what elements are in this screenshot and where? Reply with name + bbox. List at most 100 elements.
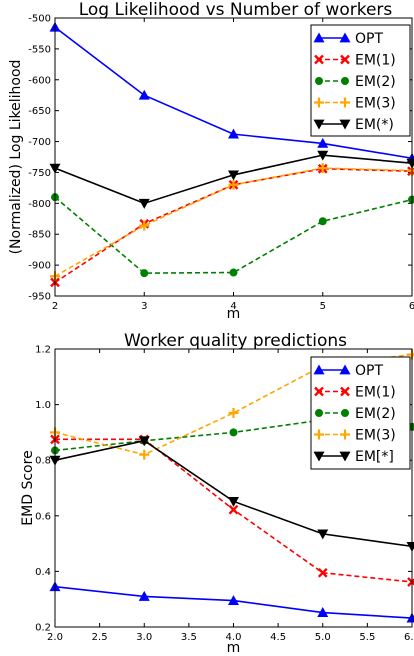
- legend-marker: [313, 364, 325, 375]
- data-point: [228, 595, 239, 605]
- legend-marker: [339, 364, 351, 375]
- y-tick-label: 0.4: [35, 567, 51, 578]
- legend-marker: [340, 386, 350, 397]
- legend-entry: EM(1): [314, 53, 396, 69]
- legend: OPT EM(1) EM(2) EM(3) EM(*): [310, 24, 411, 137]
- legend-label: EM(1): [355, 385, 396, 401]
- legend-label: EM(2): [355, 74, 396, 90]
- legend-marker: [313, 451, 325, 462]
- legend-marker: [314, 54, 324, 65]
- y-tick-label: -700: [28, 137, 51, 148]
- legend-label: EM(*): [355, 117, 394, 133]
- legend-entry: EM[*]: [313, 449, 394, 465]
- x-tick-label: 3: [141, 301, 147, 312]
- data-point: [318, 217, 327, 226]
- y-tick-label: 1.2: [35, 345, 51, 356]
- legend-label: EM(1): [355, 53, 396, 69]
- legend-entry: EM(2): [315, 406, 396, 422]
- data-point: [317, 529, 329, 540]
- data-point: [317, 567, 328, 578]
- legend-marker: [340, 54, 350, 65]
- legend-entry: EM(3): [314, 428, 396, 444]
- data-point: [228, 504, 239, 515]
- y-tick-label: -850: [28, 230, 51, 241]
- data-point: [138, 590, 150, 601]
- chart-title: Log Likelihood vs Number of workers: [79, 0, 393, 20]
- plot-frame: [54, 348, 413, 628]
- data-point: [228, 496, 239, 507]
- x-tick-label: 6.0: [404, 632, 414, 643]
- data-point: [229, 428, 238, 437]
- data-point: [139, 449, 150, 460]
- y-tick-label: -650: [28, 106, 51, 117]
- legend-marker: [313, 32, 325, 43]
- legend-label: EM(3): [355, 96, 396, 112]
- legend-marker: [339, 119, 351, 130]
- data-point: [139, 220, 150, 231]
- legend-entry: OPT: [313, 363, 383, 379]
- legend-marker: [314, 386, 324, 397]
- data-point: [317, 163, 328, 174]
- series-3: [51, 193, 414, 278]
- legend-entry: OPT: [313, 31, 383, 47]
- legend-label: EM[*]: [355, 449, 394, 465]
- legend-label: OPT: [355, 363, 383, 379]
- data-point: [229, 268, 238, 277]
- data-point: [228, 170, 239, 181]
- x-axis-label: m: [227, 640, 241, 656]
- x-axis-label: m: [227, 306, 241, 322]
- legend-marker: [340, 429, 350, 440]
- legend-marker: [341, 77, 349, 85]
- legend-label: OPT: [355, 31, 383, 47]
- x-axis: 2.0 2.5 3.0 3.5 4.0 4.5 5.0 5.5 6.0: [47, 349, 414, 643]
- y-tick-label: -800: [28, 199, 51, 210]
- y-axis-label: EMD Score: [20, 450, 36, 525]
- legend-entry: EM(*): [313, 117, 394, 133]
- y-tick-label: 0.8: [35, 456, 51, 467]
- legend-marker: [340, 97, 350, 108]
- data-point: [138, 89, 150, 100]
- legend-label: EM(3): [355, 428, 396, 444]
- data-point: [408, 195, 414, 204]
- data-point: [138, 198, 150, 209]
- x-tick-label: 4.5: [270, 632, 286, 643]
- data-point: [317, 607, 329, 617]
- data-point: [138, 436, 150, 447]
- y-tick-label: -550: [28, 44, 51, 55]
- x-tick-label: 2.0: [47, 632, 63, 643]
- y-tick-label: -950: [28, 292, 51, 303]
- legend-marker: [315, 409, 323, 417]
- x-tick-label: 4.0: [226, 632, 242, 643]
- legend-marker: [315, 77, 323, 85]
- chart-2: 2.0 2.5 3.0 3.5 4.0 4.5 5.0 5.5 6.0 0.2 0.4 0.6 0.8 1…: [20, 331, 414, 656]
- y-tick-label: -600: [28, 75, 51, 86]
- legend-marker: [313, 119, 325, 130]
- y-axis-label: (Normalized) Log Likelihood: [8, 60, 24, 255]
- legend-marker: [339, 32, 351, 43]
- x-tick-label: 6: [409, 301, 414, 312]
- legend-entry: EM(3): [314, 96, 396, 112]
- data-point: [228, 128, 239, 139]
- plot-frame: [54, 17, 413, 297]
- x-tick-label: 5: [320, 301, 326, 312]
- legend: OPT EM(1) EM(2) EM(3) EM[*]: [310, 356, 411, 470]
- x-tick-label: 3.5: [181, 632, 197, 643]
- legend-label: EM(2): [355, 406, 396, 422]
- series-5: [49, 150, 414, 209]
- y-tick-label: -500: [28, 14, 51, 25]
- series-line: [54, 196, 413, 274]
- chart-title: Worker quality predictions: [124, 331, 347, 351]
- y-tick-label: 1.0: [35, 400, 51, 411]
- y-axis: -500 -550 -600 -650 -700 -750 -800 -850 -900 -950: [28, 14, 412, 303]
- y-tick-label: -750: [28, 168, 51, 179]
- data-point: [140, 269, 149, 278]
- data-point: [228, 179, 239, 190]
- y-tick-label: -900: [28, 261, 51, 272]
- y-tick-label: 0.2: [35, 623, 51, 634]
- legend-marker: [341, 409, 349, 417]
- chart-1: 2 3 4 5 6 -500 -550 -600 -650 -700 -750 -800 -850 -90…: [8, 0, 414, 322]
- data-point: [317, 150, 329, 161]
- legend-entry: EM(1): [314, 385, 396, 401]
- x-tick-label: 2.5: [92, 632, 108, 643]
